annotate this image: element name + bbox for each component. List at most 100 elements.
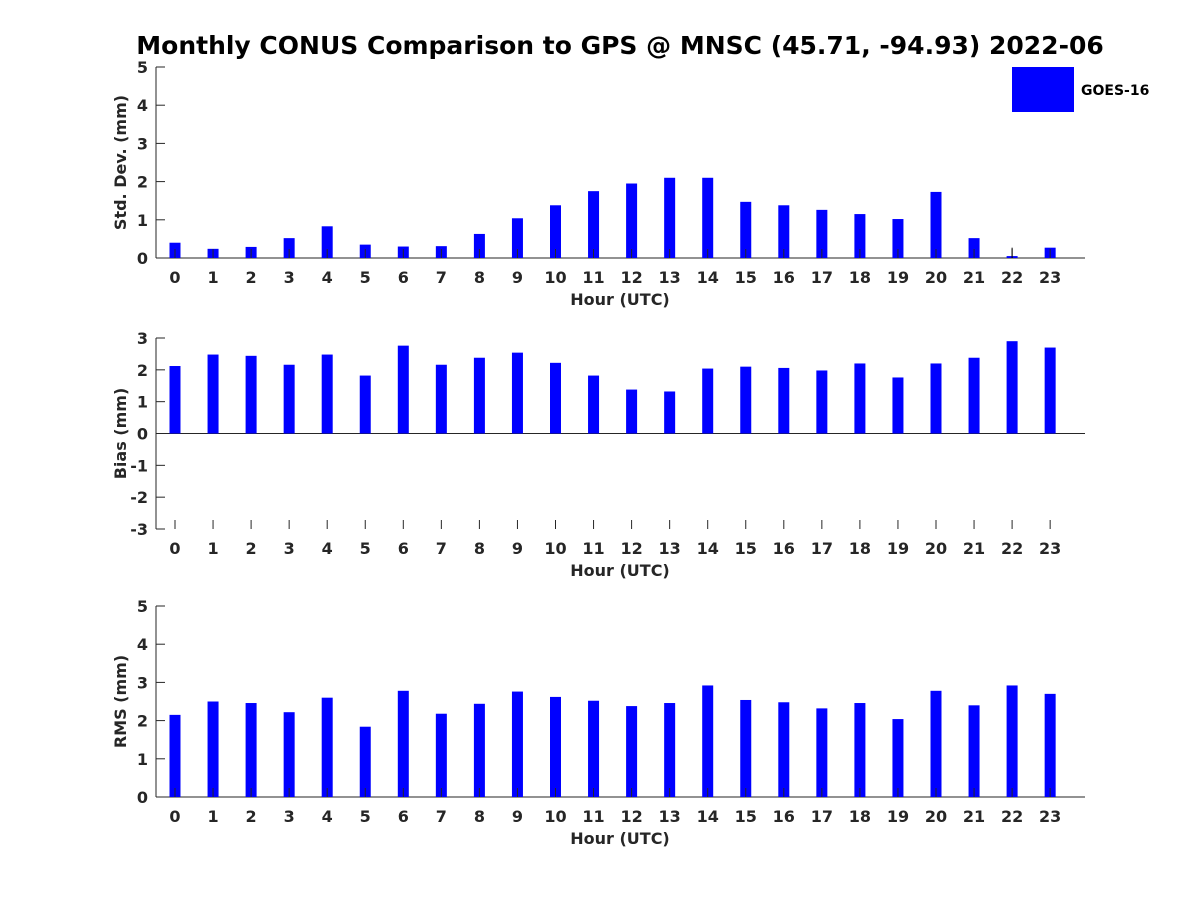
x-tick-label: 13 xyxy=(659,807,681,826)
bar-hour-2 xyxy=(245,355,257,434)
x-tick-label: 4 xyxy=(322,539,333,558)
x-tick-label: 1 xyxy=(207,539,218,558)
y-tick-label: 2 xyxy=(137,173,148,192)
x-tick-label: 8 xyxy=(474,539,485,558)
x-tick-label: 12 xyxy=(620,807,642,826)
x-tick-label: 8 xyxy=(474,268,485,287)
y-tick-label: 3 xyxy=(137,134,148,153)
x-tick-label: 17 xyxy=(811,268,833,287)
x-tick-label: 22 xyxy=(1001,807,1023,826)
chart-title: Monthly CONUS Comparison to GPS @ MNSC (… xyxy=(136,31,1103,60)
x-tick-label: 3 xyxy=(284,268,295,287)
y-tick-label: 1 xyxy=(137,393,148,412)
x-tick-label: 1 xyxy=(207,268,218,287)
bar-hour-5 xyxy=(359,375,371,434)
x-tick-label: 23 xyxy=(1039,539,1061,558)
x-tick-label: 11 xyxy=(582,268,604,287)
x-tick-label: 14 xyxy=(697,807,719,826)
x-tick-label: 14 xyxy=(697,268,719,287)
bar-hour-4 xyxy=(321,697,333,797)
x-tick-label: 7 xyxy=(436,268,447,287)
bar-hour-15 xyxy=(740,201,752,258)
bar-hour-3 xyxy=(283,712,295,797)
x-tick-label: 8 xyxy=(474,807,485,826)
bar-hour-23 xyxy=(1044,347,1056,434)
x-tick-label: 13 xyxy=(659,268,681,287)
x-tick-label: 13 xyxy=(659,539,681,558)
x-tick-label: 22 xyxy=(1001,539,1023,558)
bar-hour-11 xyxy=(588,375,600,434)
y-tick-label: 1 xyxy=(137,211,148,230)
bar-hour-15 xyxy=(740,699,752,797)
bar-hour-15 xyxy=(740,366,752,434)
bar-hour-17 xyxy=(816,708,828,797)
x-tick-label: 15 xyxy=(735,539,757,558)
x-tick-label: 6 xyxy=(398,539,409,558)
bar-hour-7 xyxy=(435,364,447,434)
bar-hour-4 xyxy=(321,354,333,434)
x-tick-label: 18 xyxy=(849,539,871,558)
x-tick-label: 12 xyxy=(620,539,642,558)
x-tick-label: 7 xyxy=(436,807,447,826)
x-tick-label: 2 xyxy=(246,268,257,287)
x-tick-label: 4 xyxy=(322,807,333,826)
x-tick-label: 3 xyxy=(284,539,295,558)
bar-hour-9 xyxy=(511,352,523,434)
bar-hour-20 xyxy=(930,690,942,797)
x-tick-label: 5 xyxy=(360,539,371,558)
bar-hour-14 xyxy=(702,685,714,797)
bar-hour-11 xyxy=(588,191,600,258)
bar-hour-17 xyxy=(816,209,828,258)
bar-hour-4 xyxy=(321,226,333,258)
bar-hour-21 xyxy=(968,238,980,258)
x-tick-label: 6 xyxy=(398,807,409,826)
x-tick-label: 9 xyxy=(512,807,523,826)
bar-hour-14 xyxy=(702,368,714,434)
bar-hour-20 xyxy=(930,191,942,258)
x-tick-label: 10 xyxy=(544,268,566,287)
y-tick-label: 0 xyxy=(137,788,148,807)
y-tick-label: 0 xyxy=(137,425,148,444)
bar-hour-18 xyxy=(854,363,866,434)
x-tick-label: 16 xyxy=(773,268,795,287)
x-tick-label: 2 xyxy=(246,539,257,558)
x-tick-label: 0 xyxy=(169,539,180,558)
y-tick-label: 4 xyxy=(137,96,148,115)
x-tick-label: 16 xyxy=(773,539,795,558)
x-tick-label: 11 xyxy=(582,807,604,826)
legend-swatch xyxy=(1012,67,1074,112)
x-tick-label: 20 xyxy=(925,268,947,287)
y-tick-label: 5 xyxy=(137,58,148,77)
bar-hour-1 xyxy=(207,701,219,797)
x-tick-label: 16 xyxy=(773,807,795,826)
bar-hour-0 xyxy=(169,714,181,797)
x-tick-label: 20 xyxy=(925,539,947,558)
x-tick-label: 7 xyxy=(436,539,447,558)
bar-hour-3 xyxy=(283,238,295,258)
y-tick-label: -3 xyxy=(130,520,148,539)
x-tick-label: 0 xyxy=(169,807,180,826)
bar-hour-19 xyxy=(892,219,904,258)
bar-hour-10 xyxy=(550,205,561,258)
bar-hour-13 xyxy=(664,703,676,797)
y-tick-label: 4 xyxy=(137,635,148,654)
x-tick-label: 9 xyxy=(512,268,523,287)
x-tick-label: 21 xyxy=(963,539,985,558)
x-tick-label: 9 xyxy=(512,539,523,558)
x-tick-label: 17 xyxy=(811,539,833,558)
x-tick-label: 0 xyxy=(169,268,180,287)
x-tick-label: 5 xyxy=(360,268,371,287)
bar-hour-16 xyxy=(778,205,790,258)
bar-hour-20 xyxy=(930,363,942,434)
x-tick-label: 15 xyxy=(735,807,757,826)
bar-hour-21 xyxy=(968,357,980,434)
x-tick-label: 23 xyxy=(1039,268,1061,287)
y-tick-label: 2 xyxy=(137,361,148,380)
x-tick-label: 23 xyxy=(1039,807,1061,826)
x-tick-label: 20 xyxy=(925,807,947,826)
bar-hour-18 xyxy=(854,214,866,258)
x-tick-label: 5 xyxy=(360,807,371,826)
bar-hour-19 xyxy=(892,719,904,797)
